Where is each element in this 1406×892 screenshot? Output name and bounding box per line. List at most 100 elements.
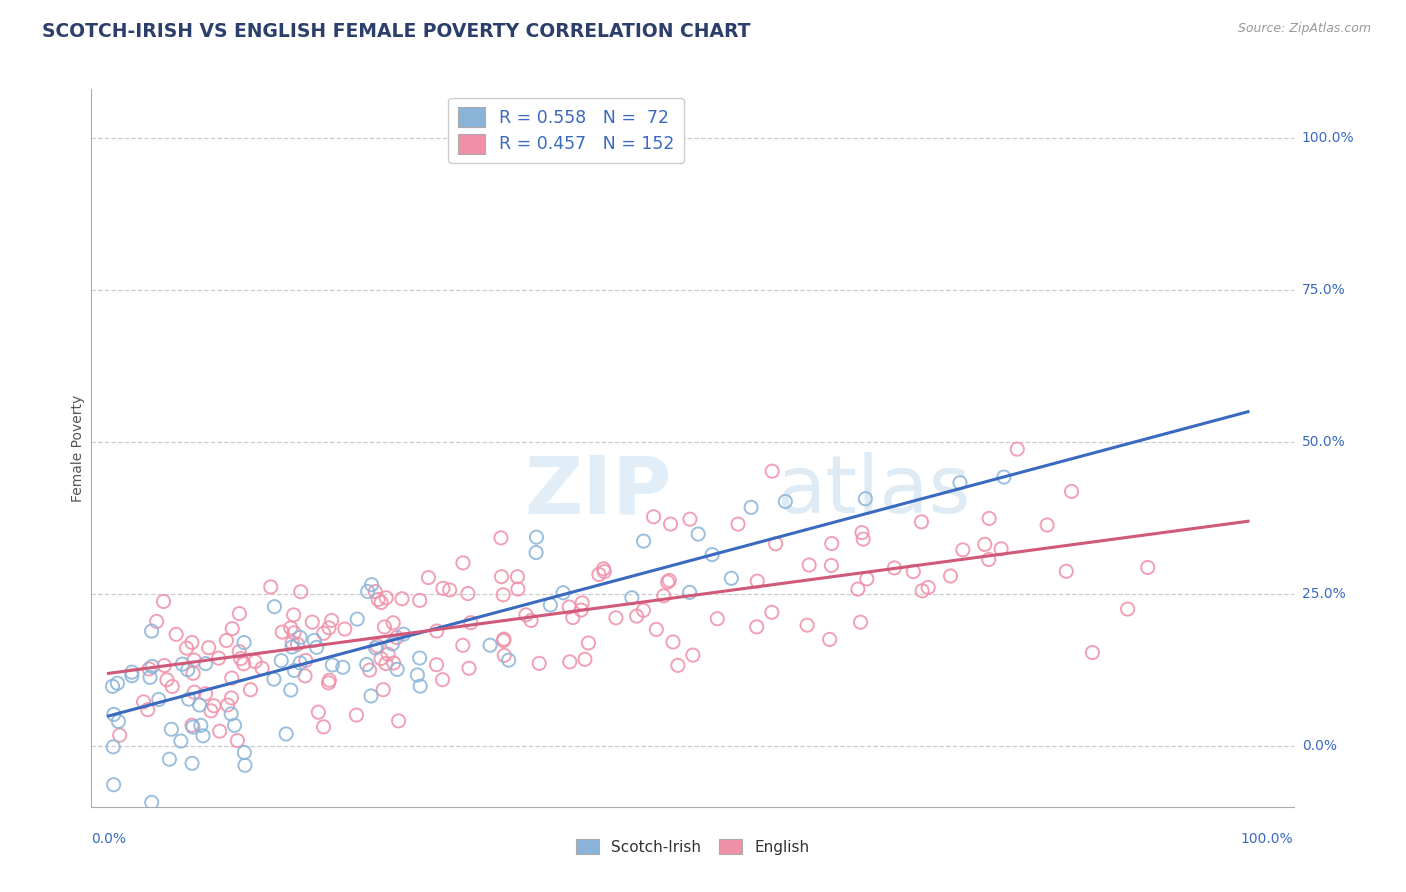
- Point: [1054, 564, 1077, 578]
- Point: [226, 733, 249, 747]
- Point: [370, 651, 392, 665]
- Point: [183, 653, 205, 667]
- Point: [101, 679, 124, 693]
- Legend: Scotch-Irish, English: Scotch-Irish, English: [569, 832, 815, 861]
- Point: [426, 657, 449, 672]
- Point: [283, 607, 305, 622]
- Point: [588, 567, 610, 582]
- Point: [553, 585, 575, 599]
- Point: [529, 657, 551, 671]
- Point: [215, 633, 238, 648]
- Point: [356, 657, 378, 672]
- Point: [820, 558, 842, 573]
- Point: [302, 633, 325, 648]
- Point: [108, 728, 131, 742]
- Point: [200, 704, 222, 718]
- Point: [172, 657, 194, 672]
- Point: [506, 582, 529, 596]
- Point: [460, 615, 482, 630]
- Point: [911, 583, 934, 598]
- Point: [357, 584, 380, 599]
- Point: [1060, 484, 1083, 499]
- Point: [706, 612, 728, 626]
- Point: [952, 542, 974, 557]
- Point: [458, 661, 481, 675]
- Point: [1007, 442, 1029, 457]
- Point: [492, 632, 515, 646]
- Point: [283, 664, 305, 678]
- Point: [177, 663, 200, 677]
- Point: [321, 613, 343, 627]
- Point: [574, 652, 596, 666]
- Point: [797, 558, 820, 572]
- Point: [538, 598, 561, 612]
- Point: [439, 582, 461, 597]
- Point: [1116, 602, 1139, 616]
- Point: [224, 718, 246, 732]
- Point: [271, 625, 294, 640]
- Point: [457, 586, 479, 600]
- Text: 0.0%: 0.0%: [1302, 739, 1337, 754]
- Point: [391, 591, 413, 606]
- Point: [451, 556, 474, 570]
- Point: [558, 600, 581, 615]
- Point: [561, 610, 583, 624]
- Point: [370, 595, 392, 609]
- Point: [375, 591, 398, 605]
- Point: [846, 582, 869, 596]
- Point: [818, 632, 841, 647]
- Y-axis label: Female Poverty: Female Poverty: [72, 394, 86, 502]
- Point: [232, 657, 254, 671]
- Point: [181, 635, 204, 649]
- Point: [883, 561, 905, 575]
- Point: [1081, 646, 1104, 660]
- Text: atlas: atlas: [776, 452, 972, 531]
- Text: 50.0%: 50.0%: [1302, 435, 1346, 450]
- Point: [364, 640, 387, 655]
- Point: [160, 723, 183, 737]
- Point: [569, 603, 592, 617]
- Point: [318, 673, 340, 688]
- Point: [281, 640, 304, 654]
- Point: [221, 671, 243, 685]
- Point: [301, 615, 323, 629]
- Point: [243, 655, 266, 669]
- Point: [990, 541, 1012, 556]
- Point: [194, 687, 217, 701]
- Point: [662, 635, 685, 649]
- Point: [228, 607, 250, 621]
- Point: [492, 588, 515, 602]
- Point: [145, 615, 167, 629]
- Point: [157, 752, 180, 766]
- Point: [702, 548, 724, 562]
- Point: [228, 645, 250, 659]
- Point: [312, 626, 335, 640]
- Point: [188, 698, 211, 712]
- Point: [775, 494, 797, 508]
- Text: ZIP: ZIP: [524, 452, 672, 531]
- Point: [796, 618, 818, 632]
- Point: [652, 589, 675, 603]
- Point: [688, 527, 710, 541]
- Point: [426, 624, 449, 638]
- Point: [295, 653, 318, 667]
- Point: [217, 698, 239, 712]
- Point: [949, 475, 972, 490]
- Point: [194, 657, 217, 671]
- Point: [659, 517, 682, 532]
- Point: [287, 637, 309, 651]
- Point: [593, 565, 616, 579]
- Point: [526, 530, 548, 544]
- Point: [280, 683, 302, 698]
- Point: [141, 624, 163, 639]
- Point: [239, 682, 262, 697]
- Point: [280, 621, 302, 635]
- Point: [747, 574, 769, 589]
- Point: [645, 623, 668, 637]
- Point: [418, 571, 440, 585]
- Point: [392, 627, 415, 641]
- Point: [515, 607, 537, 622]
- Text: SCOTCH-IRISH VS ENGLISH FEMALE POVERTY CORRELATION CHART: SCOTCH-IRISH VS ENGLISH FEMALE POVERTY C…: [42, 22, 751, 41]
- Point: [121, 665, 143, 680]
- Point: [374, 657, 396, 671]
